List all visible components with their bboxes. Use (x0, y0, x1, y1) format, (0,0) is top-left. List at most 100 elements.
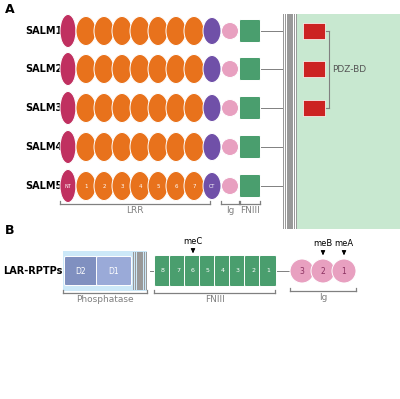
Text: SALM4: SALM4 (26, 142, 63, 152)
Bar (303, 61, 325, 77)
Ellipse shape (148, 55, 168, 83)
Ellipse shape (130, 132, 150, 162)
Text: A: A (5, 3, 15, 16)
FancyBboxPatch shape (240, 57, 260, 81)
Text: 4: 4 (138, 184, 142, 188)
Bar (287, 14, 288, 229)
Text: 5: 5 (206, 269, 210, 273)
Bar (135, 252, 136, 290)
Text: FNIII: FNIII (240, 206, 260, 215)
Ellipse shape (203, 172, 221, 200)
Ellipse shape (166, 132, 186, 162)
Bar (285, 14, 286, 229)
Text: 2: 2 (102, 184, 106, 188)
Bar (142, 252, 143, 290)
FancyBboxPatch shape (184, 255, 202, 286)
Text: 6: 6 (191, 269, 195, 273)
Ellipse shape (184, 55, 204, 83)
Ellipse shape (184, 172, 204, 201)
Ellipse shape (130, 93, 150, 122)
Ellipse shape (222, 99, 238, 117)
Bar (133, 252, 134, 290)
Ellipse shape (76, 16, 96, 45)
FancyBboxPatch shape (260, 255, 276, 286)
Ellipse shape (148, 16, 168, 45)
Text: 3: 3 (120, 184, 124, 188)
Text: Ig: Ig (226, 206, 234, 215)
FancyBboxPatch shape (230, 255, 246, 286)
Ellipse shape (184, 93, 204, 122)
FancyBboxPatch shape (170, 255, 186, 286)
Ellipse shape (112, 132, 132, 162)
FancyBboxPatch shape (214, 255, 232, 286)
Ellipse shape (94, 93, 114, 122)
Text: meC: meC (183, 237, 203, 246)
Text: SALM2: SALM2 (26, 64, 63, 74)
Ellipse shape (76, 172, 96, 201)
Ellipse shape (222, 61, 238, 77)
Ellipse shape (130, 55, 150, 83)
Text: FNIII: FNIII (205, 295, 224, 304)
Ellipse shape (166, 172, 186, 201)
Text: meA: meA (334, 239, 354, 248)
Ellipse shape (60, 14, 76, 47)
Bar (289, 14, 290, 229)
Ellipse shape (60, 53, 76, 85)
Ellipse shape (60, 91, 76, 124)
Text: B: B (5, 224, 14, 237)
Ellipse shape (76, 132, 96, 162)
Ellipse shape (222, 138, 238, 156)
Ellipse shape (130, 16, 150, 45)
Text: LAR-RPTPs: LAR-RPTPs (4, 266, 63, 276)
Bar (146, 252, 147, 290)
Ellipse shape (166, 93, 186, 122)
Text: Phosphatase: Phosphatase (76, 295, 134, 304)
Bar (296, 14, 297, 229)
Text: 5: 5 (156, 184, 160, 188)
Bar (294, 14, 295, 229)
Text: NT: NT (65, 184, 71, 188)
Ellipse shape (112, 172, 132, 201)
Ellipse shape (76, 55, 96, 83)
Ellipse shape (166, 16, 186, 45)
Bar (303, 23, 325, 39)
FancyBboxPatch shape (240, 97, 260, 119)
Bar (139, 252, 141, 290)
Ellipse shape (76, 93, 96, 122)
Ellipse shape (60, 130, 76, 164)
Ellipse shape (94, 16, 114, 45)
Ellipse shape (130, 172, 150, 201)
Ellipse shape (112, 93, 132, 122)
FancyBboxPatch shape (240, 20, 260, 43)
Ellipse shape (290, 259, 314, 283)
Text: 7: 7 (176, 269, 180, 273)
Text: 1: 1 (342, 267, 346, 275)
Text: SALM1: SALM1 (26, 26, 63, 36)
Text: 1: 1 (84, 184, 88, 188)
Text: 3: 3 (300, 267, 304, 275)
FancyBboxPatch shape (244, 255, 262, 286)
Ellipse shape (148, 132, 168, 162)
Ellipse shape (222, 22, 238, 40)
Text: PDZ-BD: PDZ-BD (332, 65, 366, 74)
Text: meB: meB (313, 239, 333, 248)
Ellipse shape (203, 95, 221, 122)
FancyBboxPatch shape (154, 255, 172, 286)
Ellipse shape (332, 259, 356, 283)
Text: 2: 2 (321, 267, 325, 275)
Ellipse shape (60, 170, 76, 203)
FancyBboxPatch shape (64, 257, 98, 286)
Text: 4: 4 (221, 269, 225, 273)
Ellipse shape (184, 132, 204, 162)
Text: 3: 3 (236, 269, 240, 273)
Bar (303, 100, 325, 116)
Text: SALM3: SALM3 (26, 103, 63, 113)
Ellipse shape (94, 55, 114, 83)
Ellipse shape (94, 172, 114, 201)
Text: 1: 1 (266, 269, 270, 273)
FancyBboxPatch shape (240, 174, 260, 198)
Ellipse shape (203, 134, 221, 160)
Text: 8: 8 (161, 269, 165, 273)
Text: LRR: LRR (126, 206, 144, 215)
FancyBboxPatch shape (240, 136, 260, 158)
